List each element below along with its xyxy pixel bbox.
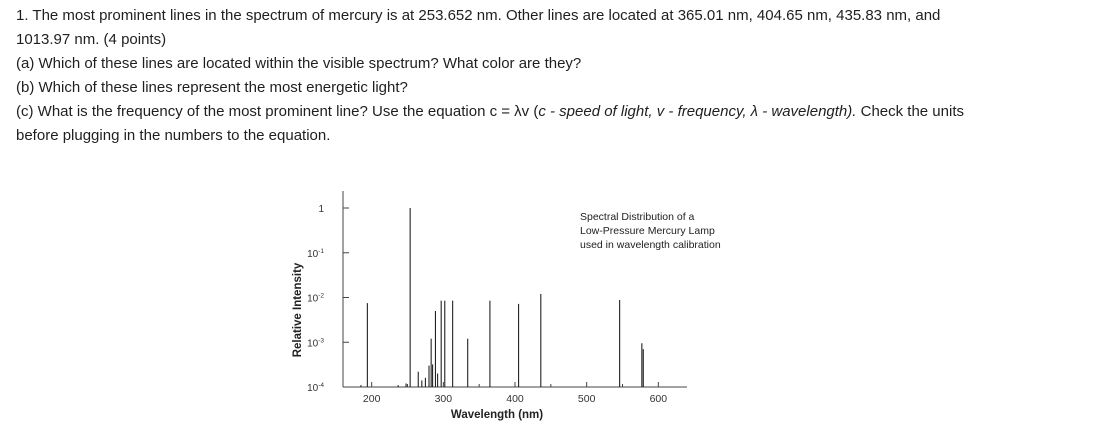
question-line-1: 1. The most prominent lines in the spect… — [16, 7, 941, 24]
plot-area: 1 10-1 10-2 10-3 10-4 200 300 400 500 600 — [307, 191, 687, 405]
x-tick-label: 500 — [578, 393, 596, 405]
question-part-a: (a) Which of these lines are located wit… — [16, 55, 582, 72]
question-part-c: (c) What is the frequency of the most pr… — [16, 100, 1106, 124]
question-part-c-line-2: before plugging in the numbers to the eq… — [16, 127, 331, 144]
chart-title-line-2: Low-Pressure Mercury Lamp — [580, 225, 715, 237]
y-tick-label: 10-2 — [307, 293, 324, 305]
part-c-prefix: (c) What is the frequency of the most pr… — [16, 103, 539, 120]
x-tick-label: 200 — [363, 393, 381, 405]
part-c-suffix: Check the units — [856, 103, 964, 120]
chart-title-line-1: Spectral Distribution of a — [580, 211, 695, 223]
y-tick-label: 10-1 — [307, 248, 324, 260]
y-tick-label: 1 — [318, 204, 324, 215]
y-tick-label: 10-3 — [307, 337, 324, 349]
y-axis-title: Relative Intensity — [292, 262, 304, 357]
question-part-b: (b) Which of these lines represent the m… — [16, 79, 408, 96]
question-line-2: 1013.97 nm. (4 points) — [16, 31, 167, 48]
chart-title-line-3: used in wavelength calibration — [580, 239, 721, 251]
y-tick-label: 10-4 — [307, 382, 324, 394]
x-tick-label: 400 — [506, 393, 524, 405]
x-axis-title: Wavelength (nm) — [451, 409, 543, 421]
x-tick-label: 600 — [650, 393, 668, 405]
question-text: 1. The most prominent lines in the spect… — [16, 4, 1106, 148]
x-tick-label: 300 — [435, 393, 453, 405]
part-c-italic: c - speed of light, v - frequency, λ - w… — [538, 103, 857, 120]
